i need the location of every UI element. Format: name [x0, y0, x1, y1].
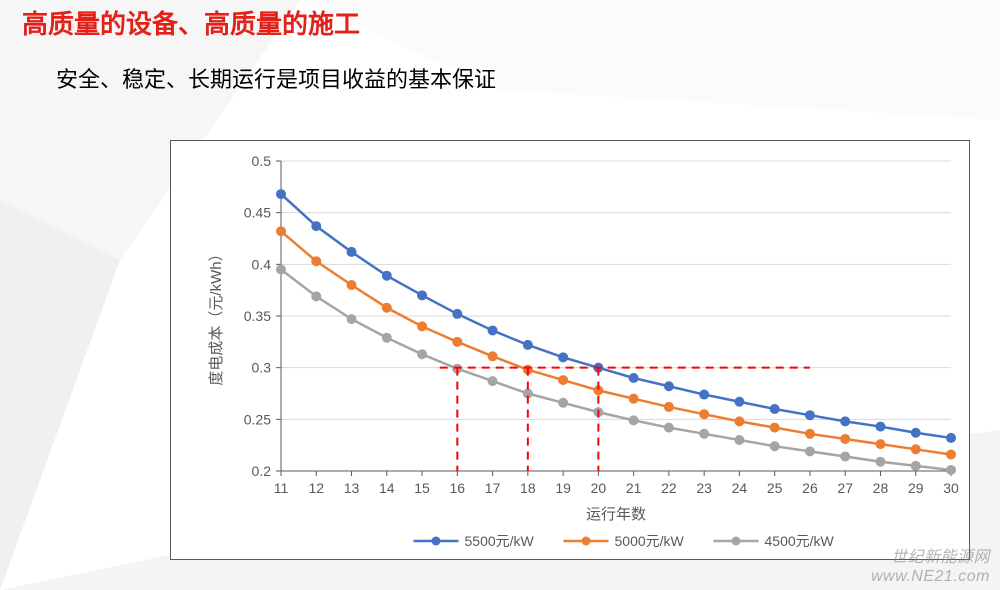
svg-text:0.35: 0.35: [244, 308, 271, 324]
svg-text:30: 30: [943, 480, 959, 496]
svg-text:15: 15: [414, 480, 430, 496]
svg-text:23: 23: [696, 480, 712, 496]
svg-text:5000元/kW: 5000元/kW: [615, 533, 685, 549]
svg-text:4500元/kW: 4500元/kW: [765, 533, 835, 549]
svg-text:0.5: 0.5: [252, 153, 272, 169]
svg-text:16: 16: [450, 480, 466, 496]
svg-text:20: 20: [591, 480, 607, 496]
svg-text:11: 11: [274, 480, 289, 496]
watermark-line1: 世纪新能源网: [871, 548, 990, 567]
svg-text:0.25: 0.25: [244, 411, 271, 427]
svg-text:26: 26: [802, 480, 818, 496]
page-title: 高质量的设备、高质量的施工: [22, 4, 360, 41]
cost-vs-years-chart: 0.2 0.25 0.3 0.35 0.4 0.45 0.5 11 12 13 14 15 16 17 18…: [170, 140, 970, 560]
svg-text:27: 27: [837, 480, 853, 496]
svg-text:度电成本（元/kWh）: 度电成本（元/kWh）: [208, 246, 225, 385]
svg-text:0.2: 0.2: [252, 463, 272, 479]
svg-text:22: 22: [661, 480, 677, 496]
svg-text:18: 18: [520, 480, 536, 496]
svg-text:29: 29: [908, 480, 924, 496]
svg-text:0.45: 0.45: [244, 205, 271, 221]
watermark: 世纪新能源网 www.NE21.com: [871, 548, 990, 586]
title-text: 高质量的设备、高质量的施工: [22, 9, 360, 39]
svg-text:12: 12: [308, 480, 324, 496]
svg-text:13: 13: [344, 480, 360, 496]
svg-text:运行年数: 运行年数: [586, 506, 646, 523]
svg-text:0.4: 0.4: [252, 256, 272, 272]
svg-text:14: 14: [379, 480, 395, 496]
svg-text:0.3: 0.3: [252, 360, 272, 376]
page-subtitle: 安全、稳定、长期运行是项目收益的基本保证: [56, 62, 496, 94]
svg-text:21: 21: [626, 480, 642, 496]
svg-text:17: 17: [485, 480, 501, 496]
svg-text:28: 28: [873, 480, 889, 496]
svg-text:25: 25: [767, 480, 783, 496]
watermark-line2: www.NE21.com: [871, 567, 990, 586]
svg-text:24: 24: [732, 480, 748, 496]
svg-text:5500元/kW: 5500元/kW: [465, 533, 535, 549]
subtitle-text: 安全、稳定、长期运行是项目收益的基本保证: [56, 67, 496, 92]
svg-text:19: 19: [555, 480, 571, 496]
